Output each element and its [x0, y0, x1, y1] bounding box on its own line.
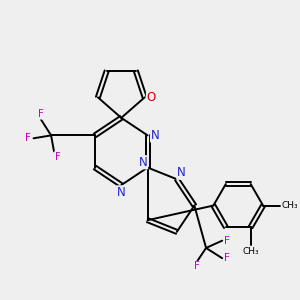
Text: F: F — [224, 253, 230, 263]
Text: O: O — [146, 91, 156, 104]
Text: F: F — [26, 133, 31, 143]
Text: F: F — [55, 152, 61, 162]
Text: N: N — [139, 156, 148, 169]
Text: F: F — [194, 261, 200, 272]
Text: CH₃: CH₃ — [281, 201, 298, 210]
Text: F: F — [38, 109, 44, 119]
Text: N: N — [117, 186, 126, 199]
Text: N: N — [151, 129, 159, 142]
Text: N: N — [177, 166, 186, 179]
Text: F: F — [224, 236, 230, 246]
Text: CH₃: CH₃ — [243, 247, 260, 256]
